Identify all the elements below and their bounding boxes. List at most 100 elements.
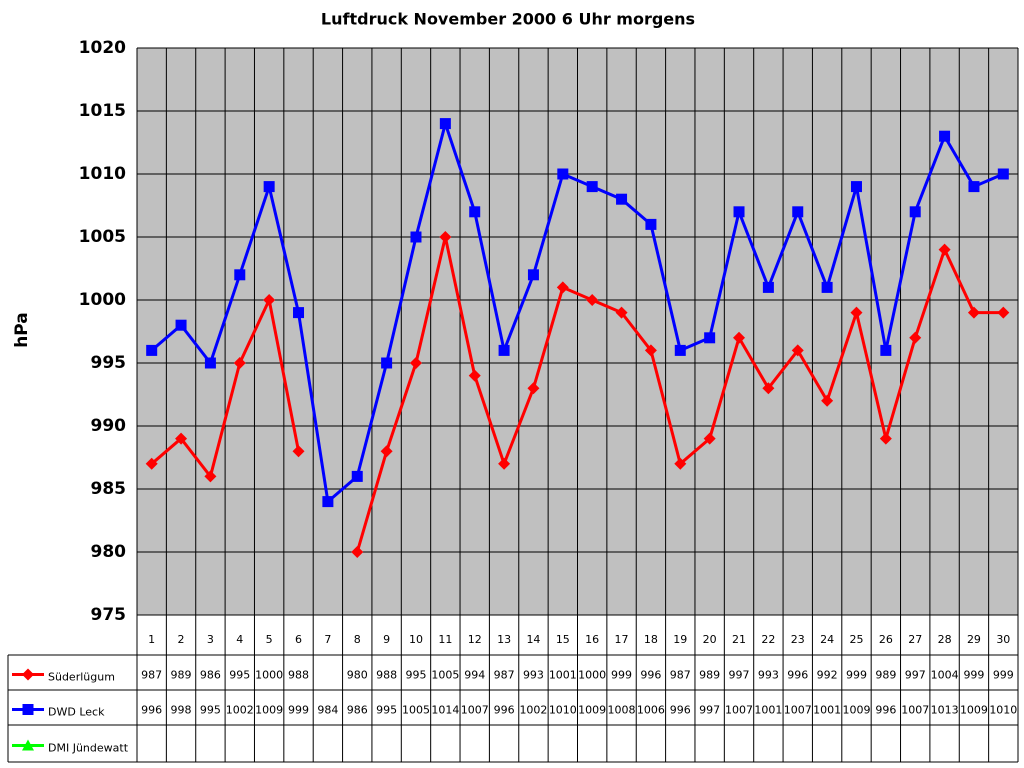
table-value: 1007 (725, 704, 753, 717)
x-tick-label: 15 (556, 633, 570, 646)
marker (410, 231, 422, 243)
marker (556, 281, 569, 294)
marker (233, 357, 246, 369)
y-tick-label: 1020 (79, 38, 126, 58)
marker (351, 470, 363, 482)
marker (644, 344, 657, 357)
table-value: 999 (846, 669, 867, 682)
marker (439, 118, 451, 130)
marker (909, 206, 921, 218)
table-value: 996 (141, 704, 162, 717)
legend-label: DWD Leck (48, 706, 105, 719)
marker (733, 331, 746, 344)
marker (792, 206, 804, 218)
x-tick-label: 11 (438, 633, 452, 646)
table-value: 984 (317, 704, 338, 717)
table-value: 1000 (578, 669, 606, 682)
marker (616, 193, 628, 205)
table-value: 980 (347, 669, 368, 682)
x-tick-label: 25 (849, 633, 863, 646)
table-value: 994 (464, 669, 485, 682)
table-value: 987 (670, 669, 691, 682)
y-tick-label: 975 (91, 605, 127, 625)
marker (821, 394, 834, 407)
marker (234, 269, 246, 281)
marker (22, 739, 34, 751)
x-tick-label: 5 (266, 633, 273, 646)
table-value: 1009 (255, 704, 283, 717)
marker (439, 231, 452, 243)
marker (645, 218, 657, 230)
table-value: 1007 (784, 704, 812, 717)
y-axis-label: hPa (12, 312, 32, 348)
x-tick-label: 28 (938, 633, 952, 646)
marker (381, 357, 393, 369)
table-value: 999 (993, 669, 1014, 682)
table-value: 1004 (931, 669, 959, 682)
table-value: 1001 (754, 704, 782, 717)
marker (380, 445, 393, 458)
table-value: 1001 (813, 704, 841, 717)
table-value: 1005 (402, 704, 430, 717)
marker (939, 130, 951, 142)
x-tick-label: 9 (383, 633, 390, 646)
table-value: 996 (787, 669, 808, 682)
marker (204, 357, 216, 369)
marker (967, 306, 980, 319)
table-value: 1007 (901, 704, 929, 717)
marker (997, 168, 1009, 180)
y-tick-label: 1000 (79, 290, 126, 310)
marker (498, 344, 510, 356)
marker (821, 281, 833, 293)
legend-label: Süderlügum (48, 671, 115, 684)
marker (409, 357, 422, 369)
marker (762, 281, 774, 293)
table-value: 993 (523, 669, 544, 682)
marker (527, 269, 539, 281)
table-value: 1001 (549, 669, 577, 682)
marker (968, 181, 980, 193)
y-tick-label: 1005 (79, 227, 126, 247)
marker (938, 243, 951, 256)
y-tick-label: 1015 (79, 101, 126, 121)
marker (322, 496, 334, 508)
table-value: 999 (611, 669, 632, 682)
table-value: 1010 (549, 704, 577, 717)
x-tick-label: 24 (820, 633, 834, 646)
marker (557, 168, 569, 180)
table-value: 988 (288, 669, 309, 682)
marker (469, 206, 481, 218)
series-line (150, 118, 1004, 505)
x-tick-label: 23 (791, 633, 805, 646)
marker (704, 332, 716, 344)
x-tick-label: 29 (967, 633, 981, 646)
table-value: 996 (670, 704, 691, 717)
y-tick-label: 980 (91, 542, 127, 562)
y-tick-label: 985 (91, 479, 127, 499)
marker (733, 206, 745, 218)
table-value: 998 (171, 704, 192, 717)
marker (880, 344, 892, 356)
table-value: 1000 (255, 669, 283, 682)
y-tick-label: 990 (91, 416, 127, 436)
marker (468, 369, 481, 382)
table-value: 988 (376, 669, 397, 682)
table-value: 989 (699, 669, 720, 682)
table-value: 1005 (431, 669, 459, 682)
table-value: 1008 (608, 704, 636, 717)
marker (997, 306, 1010, 319)
x-tick-label: 3 (207, 633, 214, 646)
marker (674, 344, 686, 356)
marker (175, 319, 187, 331)
table-value: 1002 (226, 704, 254, 717)
table-value: 992 (817, 669, 838, 682)
marker (146, 344, 158, 356)
marker (145, 457, 158, 470)
x-tick-label: 7 (324, 633, 331, 646)
table-value: 987 (494, 669, 515, 682)
marker (586, 294, 599, 306)
x-tick-label: 1 (148, 633, 155, 646)
marker (175, 432, 188, 445)
table-value: 1002 (519, 704, 547, 717)
x-tick-label: 2 (178, 633, 185, 646)
